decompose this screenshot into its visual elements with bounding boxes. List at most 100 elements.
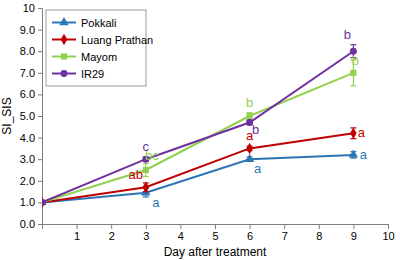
significance-label: a	[360, 147, 368, 162]
y-tick-mark	[38, 202, 42, 203]
x-tick-mark	[77, 224, 78, 229]
x-tick: 7	[282, 224, 288, 242]
y-tick: 4.0	[20, 132, 42, 144]
y-tick-label: 10	[23, 2, 35, 14]
y-axis: 0.0 1.0 2.0 3.0 4.0 5.0 6.0 7.0 8.0 9.0 10	[20, 2, 43, 230]
annotation-layer: aaaabaabcbbcbb	[129, 27, 368, 209]
marker	[245, 154, 254, 162]
x-tick: 8	[316, 224, 322, 242]
marker	[349, 149, 358, 157]
significance-label: a	[254, 161, 262, 176]
y-tick-mark	[38, 94, 42, 95]
legend-entry: Mayom	[52, 51, 117, 63]
y-tick-label: 5.0	[20, 110, 35, 122]
y-tick: 7.0	[20, 67, 42, 79]
y-tick-mark	[38, 51, 42, 52]
x-tick: 5	[212, 224, 218, 242]
y-tick-label: 0.0	[20, 218, 35, 230]
marker	[42, 199, 45, 205]
significance-label: a	[152, 195, 160, 210]
x-tick-label: 2	[109, 230, 115, 242]
significance-label: b	[252, 122, 259, 137]
x-tick: 1	[74, 224, 80, 242]
legend-marker	[61, 34, 68, 45]
y-tick-mark	[38, 138, 42, 139]
y-tick-mark	[38, 73, 42, 74]
x-tick: 2	[109, 224, 115, 242]
y-tick-label: 3.0	[20, 153, 35, 165]
y-tick-label: 9.0	[20, 24, 35, 36]
x-tick-mark	[284, 224, 285, 229]
error-bar-cap	[143, 163, 149, 164]
x-tick-label: 3	[143, 230, 149, 242]
y-tick-label: 8.0	[20, 45, 35, 57]
x-axis-line	[43, 225, 389, 230]
y-axis-title: SI_SIS	[0, 97, 14, 134]
x-tick-label: 4	[178, 230, 184, 242]
y-tick: 2.0	[20, 175, 42, 187]
y-tick: 9.0	[20, 24, 42, 36]
error-bar	[247, 113, 253, 119]
marker	[42, 199, 45, 206]
chart: 1 2 3 4 5 6 7 8 9 10 0.0 1.0 2.0 3.0 4.0 5.0 6.0 7.0 8.0 9.…	[0, 0, 400, 260]
significance-label: c	[143, 139, 150, 154]
series-line	[42, 51, 353, 202]
legend-marker	[59, 17, 68, 25]
significance-label: b	[344, 27, 351, 42]
x-tick: 4	[178, 224, 184, 242]
error-bar	[143, 164, 149, 177]
x-tick-mark	[111, 224, 112, 229]
significance-label: b	[352, 53, 359, 68]
error-bar-cap	[143, 176, 149, 177]
series	[42, 45, 357, 206]
x-tick-mark	[353, 224, 354, 229]
error-bar-cap	[350, 158, 356, 159]
marker	[42, 197, 45, 208]
x-tick-mark	[215, 224, 216, 229]
error-bar	[350, 128, 356, 139]
y-tick-mark	[38, 116, 42, 117]
x-tick-label: 6	[247, 230, 253, 242]
y-tick: 6.0	[20, 88, 42, 100]
significance-label: b	[246, 95, 253, 110]
legend-marker	[61, 70, 68, 77]
y-tick-label: 4.0	[20, 132, 35, 144]
x-tick: 10	[382, 224, 394, 242]
marker	[350, 70, 356, 76]
x-tick: 6	[247, 224, 253, 242]
error-bar-cap	[143, 196, 149, 197]
plot: 1 2 3 4 5 6 7 8 9 10 0.0 1.0 2.0 3.0 4.0 5.0 6.0 7.0 8.0 9.…	[20, 2, 395, 242]
x-tick-mark	[250, 224, 251, 229]
y-tick: 1.0	[20, 196, 42, 208]
x-tick: 9	[351, 224, 357, 242]
y-tick: 10	[23, 2, 42, 14]
y-axis-line	[38, 9, 43, 225]
x-axis: 1 2 3 4 5 6 7 8 9 10	[43, 224, 395, 242]
x-tick-label: 1	[74, 230, 80, 242]
x-tick-label: 7	[282, 230, 288, 242]
marker	[350, 128, 357, 139]
x-tick-label: 10	[382, 230, 394, 242]
y-tick: 8.0	[20, 45, 42, 57]
y-tick-label: 2.0	[20, 175, 35, 187]
x-tick-mark	[146, 224, 147, 229]
y-tick-mark	[38, 30, 42, 31]
y-tick: 5.0	[20, 110, 42, 122]
marker	[247, 113, 253, 119]
x-tick-mark	[180, 224, 181, 229]
y-tick-label: 1.0	[20, 196, 35, 208]
y-tick: 3.0	[20, 153, 42, 165]
significance-label: ab	[129, 167, 143, 182]
series-layer	[42, 45, 358, 208]
x-tick-label: 5	[212, 230, 218, 242]
x-tick-mark	[319, 224, 320, 229]
y-tick-mark	[38, 159, 42, 160]
error-bar-cap	[350, 85, 356, 86]
x-tick-label: 9	[351, 230, 357, 242]
x-tick-label: 8	[316, 230, 322, 242]
marker	[143, 167, 149, 173]
y-tick-mark	[38, 181, 42, 182]
y-tick-label: 7.0	[20, 67, 35, 79]
y-tick-mark	[38, 8, 42, 9]
legend-marker	[61, 53, 67, 59]
